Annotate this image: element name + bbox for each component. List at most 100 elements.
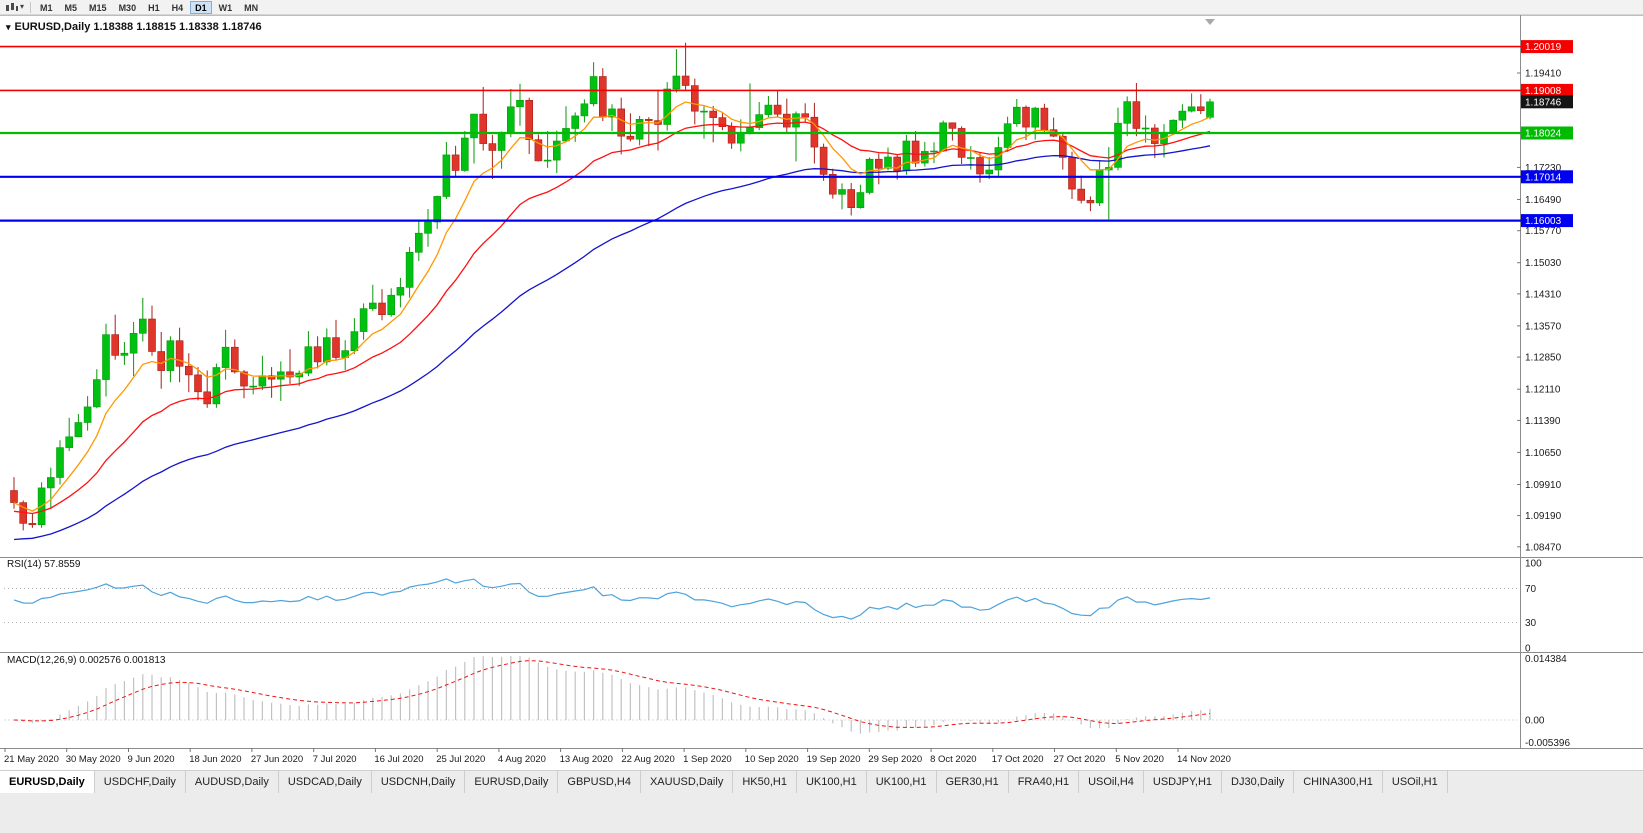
chart-tab-ger30-h1[interactable]: GER30,H1 bbox=[937, 771, 1009, 793]
candle bbox=[819, 146, 828, 175]
chart-tab-usdjpy-h1[interactable]: USDJPY,H1 bbox=[1144, 771, 1223, 793]
candle bbox=[626, 135, 635, 140]
candle bbox=[359, 308, 368, 332]
candle bbox=[194, 374, 202, 393]
price-axis-label: 1.15030 bbox=[1525, 258, 1562, 269]
candle bbox=[525, 100, 534, 141]
candle bbox=[1059, 135, 1067, 158]
candle bbox=[635, 119, 644, 140]
candle bbox=[552, 140, 561, 161]
chart-tab-dj30-daily[interactable]: DJ30,Daily bbox=[1222, 771, 1295, 793]
chart-tab-audusd-daily[interactable]: AUDUSD,Daily bbox=[186, 771, 279, 793]
date-axis-label: 29 Sep 2020 bbox=[868, 754, 922, 765]
candle bbox=[543, 159, 552, 162]
chart-type-tool[interactable]: ▾ bbox=[3, 2, 26, 13]
candle bbox=[580, 103, 589, 117]
candle bbox=[10, 490, 18, 503]
candle bbox=[28, 523, 37, 525]
chart-tab-usdcnh-daily[interactable]: USDCNH,Daily bbox=[372, 771, 466, 793]
candle bbox=[479, 113, 488, 144]
chart-tab-xauusd-daily[interactable]: XAUUSD,Daily bbox=[641, 771, 734, 793]
chart-tab-gbpusd-h4[interactable]: GBPUSD,H4 bbox=[558, 771, 641, 793]
chart-shift-marker bbox=[1205, 19, 1215, 25]
candle bbox=[608, 108, 616, 118]
candle bbox=[1003, 123, 1012, 148]
price-badge bbox=[1521, 83, 1573, 97]
price-axis-label: 1.15770 bbox=[1525, 226, 1562, 237]
candle bbox=[1068, 157, 1076, 190]
candle bbox=[792, 113, 800, 128]
chart-tab-eurusd-daily[interactable]: EURUSD,Daily bbox=[0, 771, 95, 793]
price-badge bbox=[1521, 170, 1573, 184]
candle bbox=[1022, 106, 1030, 128]
candle bbox=[1040, 107, 1049, 131]
chart-tab-usdcad-daily[interactable]: USDCAD,Daily bbox=[279, 771, 372, 793]
price-badge-label: 1.18024 bbox=[1525, 129, 1562, 140]
timeframe-button-mn[interactable]: MN bbox=[244, 2, 259, 13]
candle bbox=[1151, 127, 1159, 144]
chart-tab-fra40-h1[interactable]: FRA40,H1 bbox=[1009, 771, 1080, 793]
rsi-line bbox=[13, 578, 1211, 620]
candle bbox=[902, 140, 911, 172]
macd-indicator-label: MACD(12,26,9) 0.002576 0.001813 bbox=[7, 655, 166, 666]
moving-average-line bbox=[13, 121, 1211, 515]
date-axis-label: 7 Jul 2020 bbox=[313, 754, 357, 765]
chart-tab-eurusd-daily[interactable]: EURUSD,Daily bbox=[465, 771, 559, 793]
candle bbox=[148, 318, 156, 352]
candle bbox=[571, 115, 580, 129]
date-axis-label: 27 Oct 2020 bbox=[1054, 754, 1106, 765]
date-axis-label: 18 Jun 2020 bbox=[189, 754, 241, 765]
chart-canvas[interactable]: 1.19410 1.17230 1.16490 1.15770 1.15030 1.143… bbox=[0, 15, 1643, 770]
timeframe-button-m15[interactable]: M15 bbox=[89, 2, 107, 13]
candle bbox=[497, 132, 506, 151]
chevron-down-icon[interactable]: ▾ bbox=[20, 2, 25, 11]
candle bbox=[65, 436, 73, 448]
candle bbox=[74, 422, 83, 438]
timeframe-button-w1[interactable]: W1 bbox=[218, 2, 233, 13]
candle bbox=[1187, 106, 1196, 112]
timeframe-button-m5[interactable]: M5 bbox=[64, 2, 78, 13]
candle bbox=[736, 132, 745, 144]
price-badge bbox=[1521, 95, 1573, 109]
timeframe-button-m30[interactable]: M30 bbox=[118, 2, 137, 13]
timeframe-button-h1[interactable]: H1 bbox=[148, 2, 160, 13]
date-axis-label: 5 Nov 2020 bbox=[1115, 754, 1164, 765]
price-axis-label: 1.09190 bbox=[1525, 511, 1562, 522]
candle bbox=[249, 385, 257, 388]
candle bbox=[1095, 169, 1104, 204]
candle bbox=[433, 196, 442, 223]
moving-average-line bbox=[13, 145, 1211, 541]
candle bbox=[322, 337, 331, 363]
candle bbox=[911, 140, 920, 164]
rsi-axis-label: 100 bbox=[1525, 559, 1542, 570]
candle bbox=[258, 375, 267, 387]
date-axis-label: 9 Jun 2020 bbox=[128, 754, 175, 765]
chart-tab-china300-h1[interactable]: CHINA300,H1 bbox=[1294, 771, 1383, 793]
chart-tab-hk50-h1[interactable]: HK50,H1 bbox=[733, 771, 797, 793]
chart-tab-usdchf-daily[interactable]: USDCHF,Daily bbox=[95, 771, 186, 793]
rsi-axis-label: 30 bbox=[1525, 618, 1537, 629]
price-badge-label: 1.18746 bbox=[1525, 97, 1562, 108]
candle bbox=[562, 128, 570, 142]
candle bbox=[598, 76, 607, 118]
macd-axis-label: 0.00 bbox=[1525, 716, 1545, 727]
candle bbox=[957, 128, 966, 158]
candle bbox=[856, 192, 865, 208]
one-click-trading-arrow-icon[interactable]: ▾ bbox=[6, 21, 11, 32]
chart-tab-usoil-h1[interactable]: USOil,H1 bbox=[1383, 771, 1448, 793]
candle bbox=[387, 294, 396, 316]
candle bbox=[93, 379, 101, 408]
candle bbox=[1132, 101, 1141, 129]
timeframe-button-h4[interactable]: H4 bbox=[171, 2, 184, 13]
timeframe-button-d1[interactable]: D1 bbox=[190, 0, 212, 14]
candle bbox=[1141, 127, 1150, 130]
chart-tabs-bar: EURUSD,Daily USDCHF,Daily AUDUSD,Daily USDC… bbox=[0, 770, 1643, 793]
candle bbox=[506, 106, 515, 134]
candle bbox=[414, 232, 423, 253]
candle bbox=[985, 169, 994, 175]
chart-tab-uk100-h1[interactable]: UK100,H1 bbox=[867, 771, 937, 793]
candle bbox=[838, 189, 846, 195]
chart-tab-uk100-h1[interactable]: UK100,H1 bbox=[797, 771, 867, 793]
chart-tab-usoil-h4[interactable]: USOil,H4 bbox=[1079, 771, 1144, 793]
timeframe-button-m1[interactable]: M1 bbox=[40, 2, 53, 13]
